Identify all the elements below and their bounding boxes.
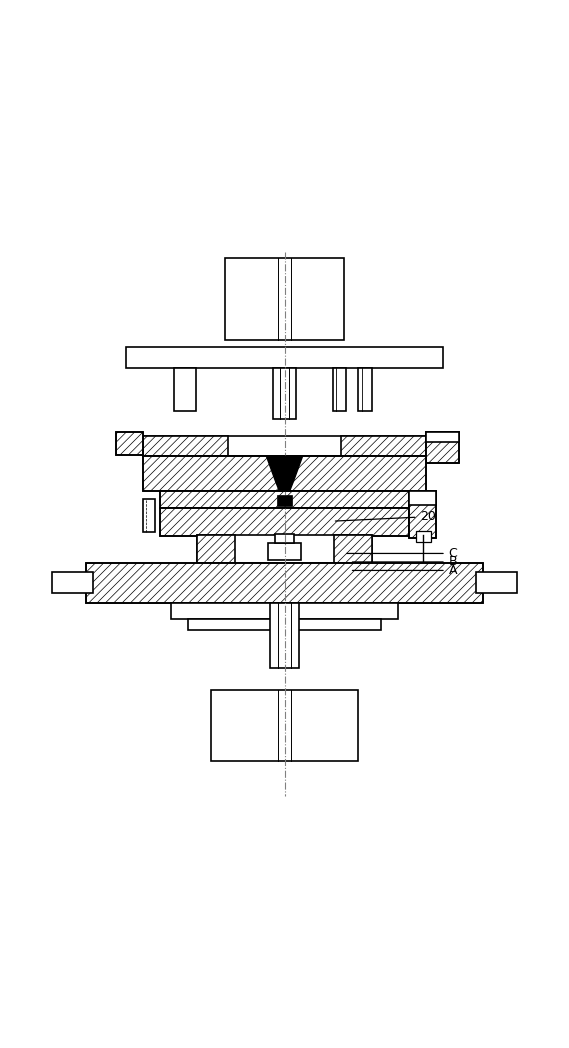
Bar xyxy=(160,492,409,508)
Bar xyxy=(270,604,299,669)
Bar xyxy=(275,533,294,543)
Bar xyxy=(197,536,235,563)
Bar xyxy=(416,530,431,542)
Bar xyxy=(277,495,292,506)
Bar xyxy=(211,690,358,761)
Bar xyxy=(143,499,155,532)
Bar xyxy=(171,604,398,619)
Bar xyxy=(409,492,436,538)
Bar xyxy=(143,456,426,492)
Bar xyxy=(225,258,344,340)
Bar xyxy=(341,436,426,456)
Bar xyxy=(409,492,436,538)
Bar xyxy=(160,492,409,508)
Bar xyxy=(426,432,459,442)
Bar xyxy=(126,347,443,368)
Bar xyxy=(86,563,483,604)
Bar xyxy=(143,436,426,456)
Bar xyxy=(197,536,372,563)
Text: A: A xyxy=(352,564,457,577)
Bar xyxy=(188,619,381,631)
Bar xyxy=(409,492,436,505)
Bar xyxy=(174,368,196,411)
Text: B: B xyxy=(352,555,457,568)
Bar xyxy=(334,536,372,563)
Polygon shape xyxy=(266,456,303,492)
Bar xyxy=(116,432,143,455)
Bar xyxy=(52,571,93,593)
Bar xyxy=(143,436,228,456)
Text: C: C xyxy=(347,547,457,560)
Bar xyxy=(268,543,301,560)
Bar xyxy=(333,368,346,411)
Bar xyxy=(160,508,409,537)
Bar xyxy=(160,508,409,537)
Bar xyxy=(116,432,143,455)
Bar xyxy=(273,368,296,419)
Bar xyxy=(86,563,483,604)
Bar xyxy=(476,571,517,593)
Bar xyxy=(358,368,372,411)
Bar xyxy=(426,432,459,463)
Bar xyxy=(426,432,459,463)
Bar xyxy=(143,456,426,492)
Text: 20: 20 xyxy=(335,510,436,523)
